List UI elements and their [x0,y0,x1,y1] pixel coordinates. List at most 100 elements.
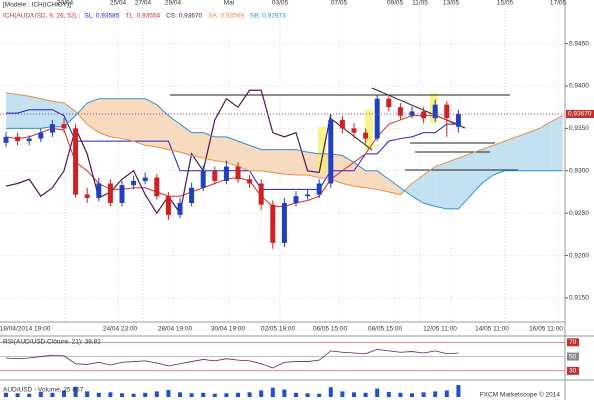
legend-entry: TL: 0,93554 [125,13,160,20]
candle-body [270,204,276,243]
cloud-segment [52,101,64,127]
x-tick-label: 14/05 11:00 [475,326,509,333]
candle-body [293,196,299,203]
volume-bar [444,390,449,397]
candle-body [3,136,9,143]
cloud-segment [238,141,250,171]
volume-bar [178,392,182,397]
last-price-tag [566,109,594,118]
cloud-segment [29,96,41,129]
top-date-label: 11/05 [412,0,428,7]
top-date-label: 25/04 [110,0,127,7]
candle-body [107,183,113,203]
volume-bar [120,393,124,397]
candle-body [432,104,438,119]
candle-body [212,170,218,181]
cloud-segment [481,145,494,184]
legend-entry: CS: 0,93670 [166,13,203,20]
cloud-segment [98,98,111,137]
candle-body [15,136,21,142]
candle-body [131,180,137,186]
y-tick-label: 0,9150 [569,295,589,302]
volume-bar [317,393,322,397]
cloud-segment [40,98,53,129]
cloud-segment [122,98,134,142]
cloud-segment [412,175,424,203]
x-tick-label: 12/05 11:00 [423,326,457,333]
cloud-segment [133,98,146,146]
cloud-segment [516,132,528,171]
candle-body [421,111,427,119]
cloud-segment [214,136,227,163]
rsi-tick-label: 30 [569,368,577,375]
x-tick-label: 28/04 19:00 [158,326,193,333]
volume-bar [305,393,310,397]
volume-bar [38,391,43,397]
indicator-label: ICH(AUD/USD, 9, 26, 52) : [3,13,80,20]
indicator-line [6,98,563,210]
volume-bar [4,392,8,397]
top-date-label: 27/04 [135,0,152,7]
candle-body [84,194,90,198]
candle-body [455,113,461,127]
candle-body [26,138,32,142]
candle-body [165,196,171,215]
volume-bar [375,388,380,397]
candle-body [281,203,287,243]
cloud-segment [168,115,180,153]
volume-bar [328,387,333,397]
rsi-line [5,349,459,369]
volume-bar [236,392,240,397]
legend-entry: SL: 0,93585 [84,13,119,20]
candle-body [328,119,334,184]
candle-body [73,128,79,195]
rsi-tick-box [567,366,579,375]
cloud-segment [249,145,262,171]
volume-bar [27,393,32,397]
top-date-label: Mai [224,0,234,7]
top-date-label: 29/04 [165,0,182,7]
candle-body [154,177,160,197]
candle-body [258,183,264,205]
volume-bar [62,390,66,397]
cloud-segment [307,152,320,178]
volume-bar [433,391,438,397]
candle-body [397,107,403,116]
rsi-tick-box [567,338,579,347]
cloud-segment [180,124,192,156]
candle-body [200,170,206,188]
candle-body [96,183,102,198]
cloud-segment [377,170,389,192]
cloud-segment [226,136,238,167]
cloud-segment [272,149,285,175]
x-tick-label: 16/05 11:00 [529,326,563,333]
volume-bar [166,390,171,397]
top-date-label: 15/05 [497,0,514,7]
x-tick-label: 24/04 23:00 [103,326,138,333]
volume-bar [340,391,345,397]
volume-bar [270,387,275,397]
cloud-segment [6,92,18,129]
legend-entry: SA: 0,93569 [208,13,244,20]
cloud-segment [156,104,169,150]
cloud-segment [110,98,122,139]
volume-bar [15,393,20,397]
cloud-segment [64,102,76,127]
y-tick-label: 0,9200 [569,252,589,259]
volume-bar [363,392,368,397]
volume-bar [50,392,55,397]
cloud-segment [191,132,204,159]
candle-body [189,187,195,203]
volume-bar [410,393,414,397]
cloud-segment [528,128,540,171]
cloud-segment [87,98,99,133]
x-tick-label: 02/05 19:00 [261,326,296,333]
volume-bar [108,392,113,397]
candle-body [49,124,55,133]
candle-body [61,124,67,129]
cloud-segment [551,115,563,171]
candle-body [374,98,380,139]
volume-bar [398,392,403,397]
candle-body [339,119,345,129]
